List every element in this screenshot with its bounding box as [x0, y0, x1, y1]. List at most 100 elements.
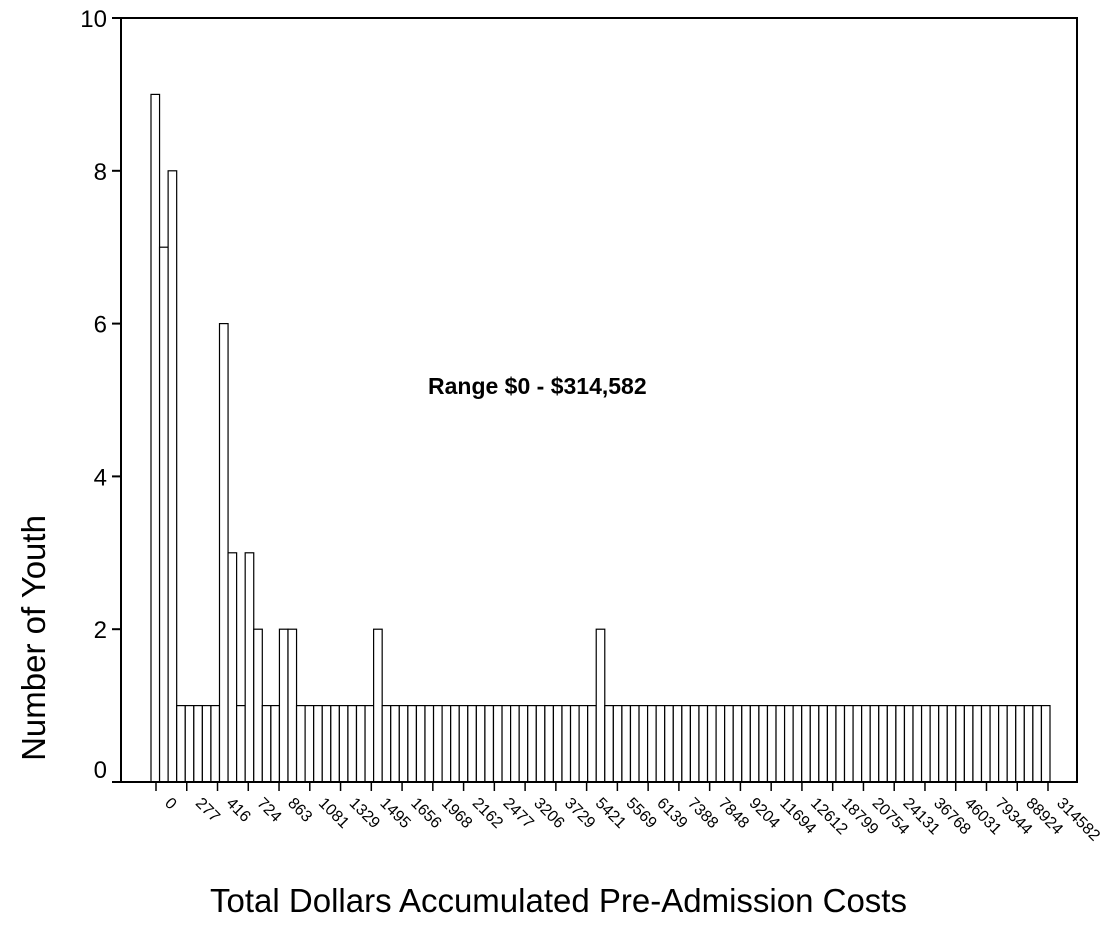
x-tick-label: 7848 — [715, 795, 752, 832]
bar — [253, 628, 263, 783]
bar — [295, 704, 306, 783]
bar — [552, 704, 563, 783]
y-tick-label: 2 — [94, 617, 107, 644]
bar — [441, 704, 452, 783]
bar — [783, 704, 794, 783]
bar — [561, 704, 572, 783]
bar — [510, 704, 520, 783]
bar — [706, 704, 717, 783]
bar — [749, 704, 760, 783]
bar — [946, 704, 957, 783]
range-annotation: Range $0 - $314,582 — [428, 373, 647, 399]
bar — [801, 704, 811, 783]
bar — [835, 704, 846, 783]
bar — [569, 704, 580, 783]
bar — [261, 704, 272, 783]
y-axis-title: Number of Youth — [15, 515, 52, 761]
x-tick-label: 724 — [253, 795, 284, 826]
x-tick-label: 1329 — [346, 795, 383, 832]
bar — [595, 628, 606, 783]
bar — [390, 704, 400, 783]
bar — [732, 704, 743, 783]
y-tick-label: 6 — [94, 312, 107, 339]
bar — [766, 704, 777, 783]
bar — [167, 170, 178, 783]
x-tick-label: 5569 — [623, 795, 660, 832]
x-tick-label: 2477 — [500, 795, 537, 832]
bar — [1032, 704, 1043, 783]
bar — [381, 704, 392, 783]
x-tick-label: 7388 — [684, 795, 721, 832]
bar — [655, 704, 666, 783]
bar — [792, 704, 803, 783]
bar — [895, 704, 906, 783]
bar — [176, 704, 186, 783]
bar — [809, 704, 820, 783]
bar — [244, 552, 255, 783]
bar — [724, 704, 734, 783]
bar — [929, 704, 940, 783]
bar — [210, 704, 221, 783]
bar — [150, 93, 161, 783]
y-tick-label: 10 — [80, 6, 107, 33]
bar — [518, 704, 529, 783]
bar — [398, 704, 409, 783]
bar — [193, 704, 203, 783]
bar — [492, 704, 503, 783]
bar — [158, 246, 169, 783]
bar — [989, 704, 1000, 783]
bar — [321, 704, 332, 783]
x-tick-label: 1081 — [315, 795, 352, 832]
bar — [843, 704, 854, 783]
bar — [920, 704, 931, 783]
bar — [304, 704, 315, 783]
bar — [878, 704, 888, 783]
y-tick-label: 4 — [94, 464, 107, 491]
x-tick-label: 1968 — [438, 795, 475, 832]
bar — [287, 628, 298, 783]
bar — [612, 704, 623, 783]
bar — [313, 704, 323, 783]
bar — [578, 704, 589, 783]
bar — [638, 704, 649, 783]
x-axis-title: Total Dollars Accumulated Pre-Admission … — [210, 882, 907, 919]
bar — [826, 704, 837, 783]
x-tick-label: 3729 — [561, 795, 598, 832]
bar — [535, 704, 546, 783]
bar — [689, 704, 700, 783]
bar — [886, 704, 897, 783]
x-tick-label: 416 — [223, 795, 254, 826]
y-axis: 0 2 4 6 8 10 — [80, 6, 121, 784]
bar — [1040, 704, 1051, 783]
y-tick-label: 8 — [94, 159, 107, 186]
bar — [330, 704, 340, 783]
bar — [364, 704, 375, 783]
x-tick-label: 5421 — [592, 795, 629, 832]
x-tick-label: 863 — [284, 795, 315, 826]
x-tick-label: 1656 — [407, 795, 444, 832]
bar — [236, 704, 246, 783]
bar — [373, 628, 383, 783]
bar — [355, 704, 366, 783]
bar — [415, 704, 426, 783]
bar — [338, 704, 349, 783]
bar — [278, 628, 289, 783]
bar — [715, 704, 726, 783]
bar — [775, 704, 786, 783]
bar — [621, 704, 632, 783]
x-tick-label: 9204 — [746, 795, 783, 832]
bar — [1006, 704, 1017, 783]
bar — [1023, 704, 1034, 783]
x-tick-label: 277 — [192, 795, 223, 826]
bar — [270, 704, 281, 783]
bar — [218, 323, 229, 783]
x-tick-label: 6139 — [653, 795, 690, 832]
x-axis: 0 277 416 724 863 108113291495165619682162247… — [155, 782, 1103, 845]
y-tick-label: 0 — [94, 757, 107, 784]
bar — [963, 704, 974, 783]
bar — [201, 704, 212, 783]
bar — [758, 704, 769, 783]
bar — [467, 704, 477, 783]
bar — [501, 704, 512, 783]
bar — [861, 704, 871, 783]
